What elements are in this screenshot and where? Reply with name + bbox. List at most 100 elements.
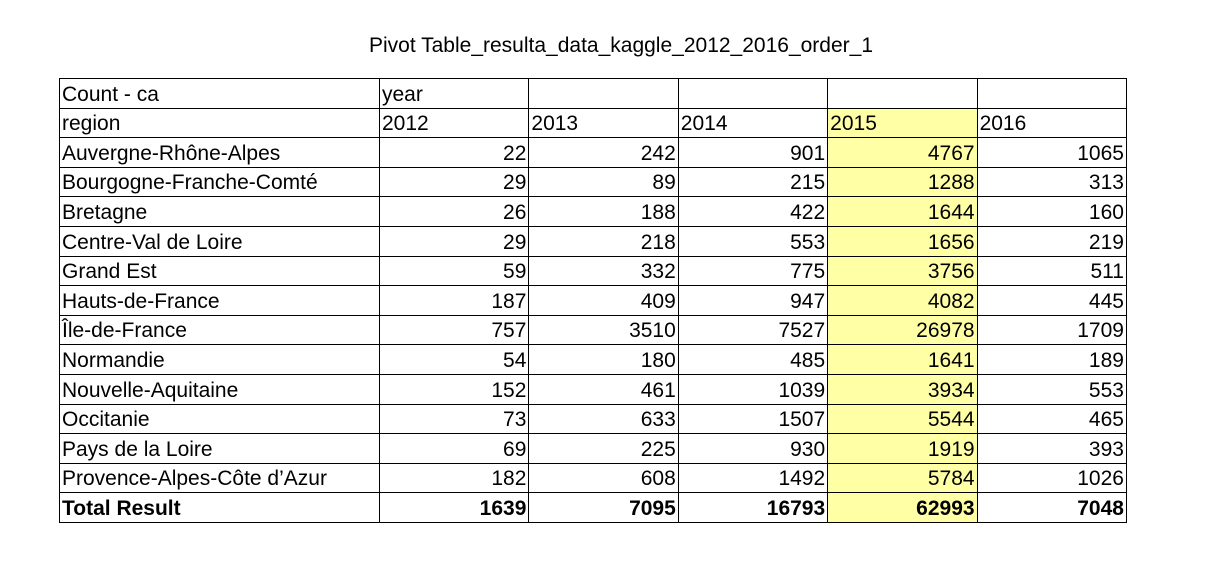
value-cell[interactable]: 313	[976, 166, 1127, 198]
value-cell[interactable]: 1288	[827, 166, 978, 198]
page-title: Pivot Table_resulta_data_kaggle_2012_201…	[368, 34, 874, 57]
value-cell[interactable]: 608	[528, 462, 679, 494]
value-cell[interactable]: 511	[976, 255, 1127, 287]
region-cell[interactable]: Auvergne-Rhône-Alpes	[59, 137, 380, 168]
value-cell[interactable]: 1644	[827, 196, 978, 227]
value-cell[interactable]: 465	[976, 403, 1127, 435]
value-cell[interactable]: 1656	[827, 225, 978, 257]
total-value-cell[interactable]: 7048	[976, 492, 1127, 523]
region-cell[interactable]: Bourgogne-Franche-Comté	[59, 166, 380, 198]
value-cell[interactable]: 3756	[827, 255, 978, 287]
value-cell[interactable]: 219	[976, 225, 1127, 257]
table-row: Normandie 54 180 485 1641 189	[59, 344, 1127, 375]
value-cell[interactable]: 215	[677, 166, 829, 198]
value-cell[interactable]: 332	[528, 255, 679, 287]
value-cell[interactable]: 1492	[677, 462, 829, 494]
value-cell[interactable]: 1919	[827, 433, 978, 464]
value-cell[interactable]: 188	[528, 196, 679, 227]
value-cell[interactable]: 29	[378, 166, 530, 198]
value-cell[interactable]: 1065	[976, 137, 1127, 168]
value-cell[interactable]: 5544	[827, 403, 978, 435]
pivot-table-body: Count - ca year region 2012 2013 2014 20…	[59, 78, 1127, 523]
value-cell[interactable]: 29	[378, 225, 530, 257]
region-cell[interactable]: Nouvelle-Aquitaine	[59, 373, 380, 405]
year-header-2016[interactable]: 2016	[976, 107, 1127, 139]
value-cell[interactable]: 180	[528, 344, 679, 375]
value-cell[interactable]: 947	[677, 285, 829, 316]
total-label[interactable]: Total Result	[59, 492, 380, 523]
total-value-cell[interactable]: 7095	[528, 492, 679, 523]
region-cell[interactable]: Grand Est	[59, 255, 380, 287]
value-cell[interactable]: 69	[378, 433, 530, 464]
value-cell[interactable]: 89	[528, 166, 679, 198]
value-cell[interactable]: 393	[976, 433, 1127, 464]
value-cell[interactable]: 189	[976, 344, 1127, 375]
value-cell[interactable]: 1709	[976, 314, 1127, 346]
total-row: Total Result 1639 7095 16793 62993 7048	[59, 492, 1127, 523]
value-cell[interactable]: 485	[677, 344, 829, 375]
value-cell[interactable]: 187	[378, 285, 530, 316]
value-cell[interactable]: 54	[378, 344, 530, 375]
value-cell[interactable]: 461	[528, 373, 679, 405]
total-value-cell[interactable]: 1639	[378, 492, 530, 523]
year-header-2012[interactable]: 2012	[378, 107, 530, 139]
region-cell[interactable]: Pays de la Loire	[59, 433, 380, 464]
region-cell[interactable]: Bretagne	[59, 196, 380, 227]
value-cell[interactable]: 1026	[976, 462, 1127, 494]
column-field-label[interactable]: year	[378, 78, 530, 109]
value-cell[interactable]: 4082	[827, 285, 978, 316]
value-cell[interactable]: 445	[976, 285, 1127, 316]
table-row: Nouvelle-Aquitaine 152 461 1039 3934 553	[59, 373, 1127, 405]
region-cell[interactable]: Île-de-France	[59, 314, 380, 346]
value-cell[interactable]: 22	[378, 137, 530, 168]
value-cell[interactable]: 3510	[528, 314, 679, 346]
year-header-2015[interactable]: 2015	[827, 107, 978, 139]
value-cell[interactable]: 26	[378, 196, 530, 227]
row-field-label[interactable]: region	[59, 107, 380, 139]
empty-cell[interactable]	[827, 78, 978, 109]
table-row: Pays de la Loire 69 225 930 1919 393	[59, 433, 1127, 464]
value-cell[interactable]: 930	[677, 433, 829, 464]
value-cell[interactable]: 5784	[827, 462, 978, 494]
region-cell[interactable]: Provence-Alpes-Côte d’Azur	[59, 462, 380, 494]
value-cell[interactable]: 225	[528, 433, 679, 464]
value-cell[interactable]: 7527	[677, 314, 829, 346]
value-cell[interactable]: 242	[528, 137, 679, 168]
value-cell[interactable]: 1039	[677, 373, 829, 405]
value-cell[interactable]: 901	[677, 137, 829, 168]
value-cell[interactable]: 182	[378, 462, 530, 494]
region-cell[interactable]: Centre-Val de Loire	[59, 225, 380, 257]
table-row: Bretagne 26 188 422 1644 160	[59, 196, 1127, 227]
total-value-cell[interactable]: 16793	[677, 492, 829, 523]
total-value-cell[interactable]: 62993	[827, 492, 978, 523]
measure-label[interactable]: Count - ca	[59, 78, 380, 109]
value-cell[interactable]: 1641	[827, 344, 978, 375]
value-cell[interactable]: 26978	[827, 314, 978, 346]
value-cell[interactable]: 775	[677, 255, 829, 287]
year-header-2014[interactable]: 2014	[677, 107, 829, 139]
value-cell[interactable]: 1507	[677, 403, 829, 435]
region-cell[interactable]: Hauts-de-France	[59, 285, 380, 316]
value-cell[interactable]: 218	[528, 225, 679, 257]
empty-cell[interactable]	[976, 78, 1127, 109]
pivot-table: Count - ca year region 2012 2013 2014 20…	[59, 78, 1127, 523]
empty-cell[interactable]	[677, 78, 829, 109]
value-cell[interactable]: 633	[528, 403, 679, 435]
value-cell[interactable]: 4767	[827, 137, 978, 168]
year-header-2013[interactable]: 2013	[528, 107, 679, 139]
value-cell[interactable]: 160	[976, 196, 1127, 227]
region-cell[interactable]: Occitanie	[59, 403, 380, 435]
table-row: Centre-Val de Loire 29 218 553 1656 219	[59, 225, 1127, 257]
value-cell[interactable]: 757	[378, 314, 530, 346]
value-cell[interactable]: 152	[378, 373, 530, 405]
empty-cell[interactable]	[528, 78, 679, 109]
value-cell[interactable]: 422	[677, 196, 829, 227]
value-cell[interactable]: 59	[378, 255, 530, 287]
table-row: Occitanie 73 633 1507 5544 465	[59, 403, 1127, 435]
region-cell[interactable]: Normandie	[59, 344, 380, 375]
value-cell[interactable]: 73	[378, 403, 530, 435]
value-cell[interactable]: 553	[677, 225, 829, 257]
value-cell[interactable]: 409	[528, 285, 679, 316]
value-cell[interactable]: 3934	[827, 373, 978, 405]
value-cell[interactable]: 553	[976, 373, 1127, 405]
